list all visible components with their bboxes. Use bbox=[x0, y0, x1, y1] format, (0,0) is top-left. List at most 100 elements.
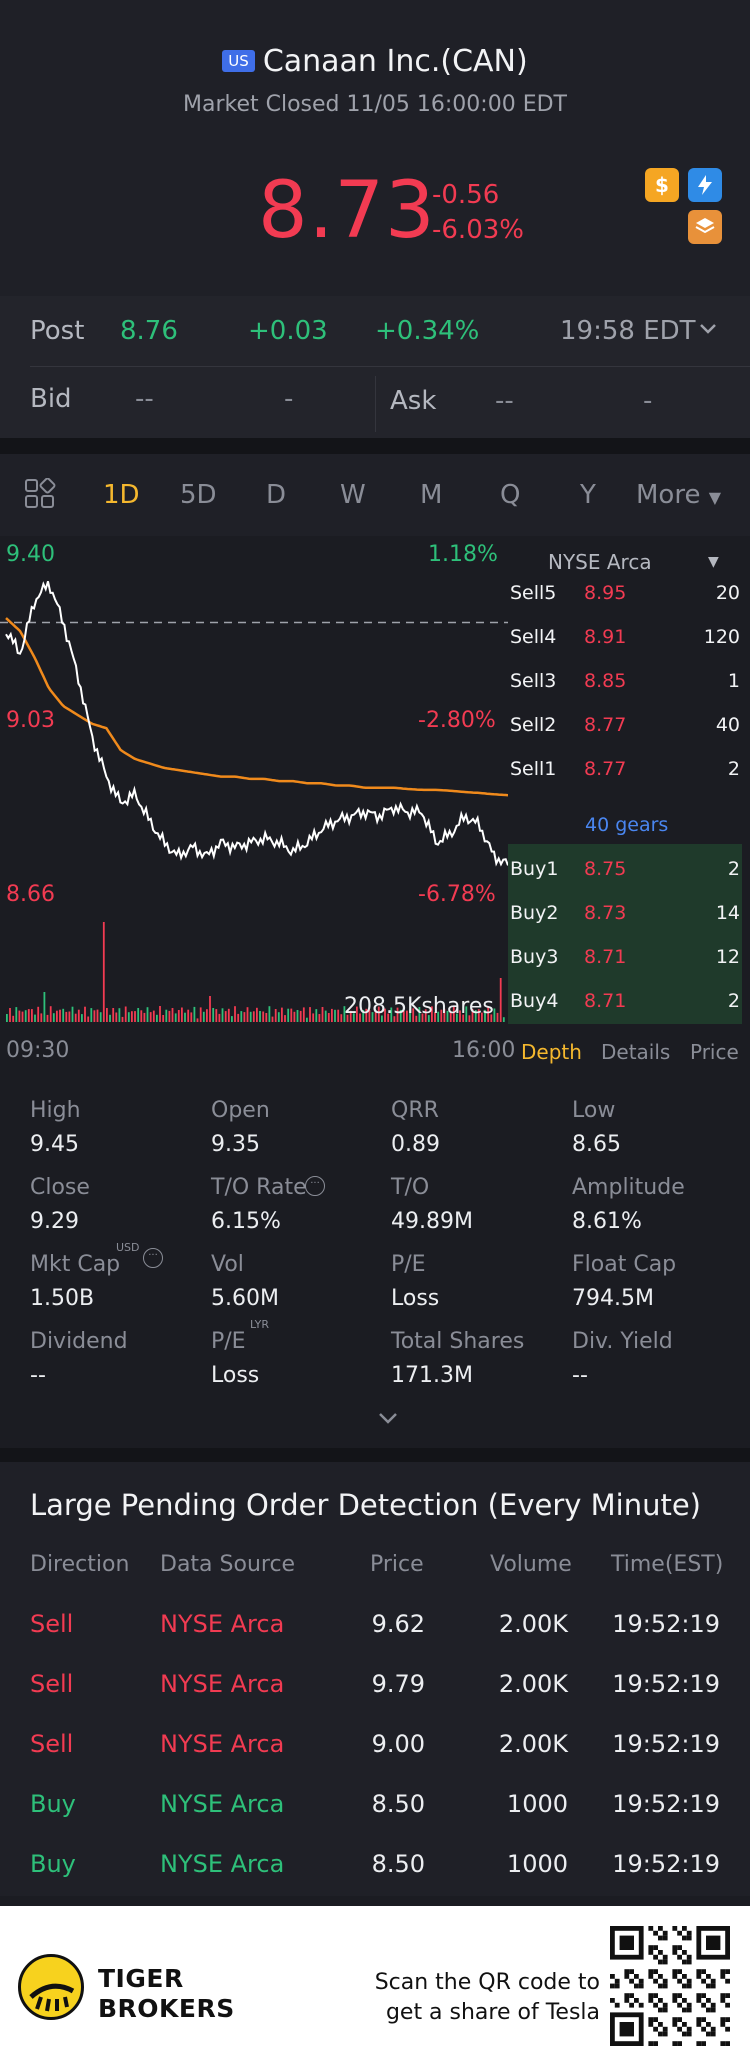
volume-bar bbox=[415, 1015, 418, 1022]
tab-w[interactable]: W bbox=[340, 480, 366, 510]
tab-1d[interactable]: 1D bbox=[103, 480, 140, 510]
qr-module bbox=[720, 2022, 726, 2027]
stat-label-open: Open bbox=[211, 1098, 270, 1123]
volume-bar bbox=[227, 1008, 230, 1022]
stats-grid: High 9.45 Open 9.35 QRR 0.89 Low 8.65 Close 9.29 T… bbox=[0, 1076, 750, 1448]
tab-m[interactable]: M bbox=[420, 480, 443, 510]
volume-bar bbox=[99, 1012, 102, 1022]
volume-bar bbox=[468, 1015, 471, 1022]
volume-bar bbox=[384, 1008, 386, 1022]
volume-bar bbox=[377, 1006, 380, 1022]
qr-module bbox=[706, 2031, 711, 2037]
sell-label: Sell1 bbox=[510, 758, 557, 780]
qr-module bbox=[662, 1930, 668, 1936]
volume-bar bbox=[471, 1008, 474, 1022]
qr-module bbox=[662, 2002, 668, 2008]
sell-row: Sell1 8.77 2 bbox=[510, 748, 742, 792]
volume-bar bbox=[202, 1011, 205, 1022]
sell-price: 8.77 bbox=[584, 714, 627, 736]
tab-details[interactable]: Details bbox=[601, 1040, 671, 1064]
qr-module bbox=[658, 1983, 663, 1989]
qr-module bbox=[653, 1978, 658, 1984]
order-row: Sell NYSE Arca 9.62 2.00K 19:52:19 bbox=[0, 1610, 750, 1650]
volume-bar bbox=[427, 1015, 430, 1022]
stat-label-pe: P/E bbox=[391, 1252, 426, 1277]
volume-bar bbox=[493, 1008, 496, 1022]
sell-price: 8.77 bbox=[584, 758, 627, 780]
volume-bar bbox=[140, 1010, 143, 1022]
qr-module bbox=[720, 1969, 726, 1974]
gears-link[interactable]: 40 gears bbox=[585, 814, 669, 836]
buy-qty: 2 bbox=[727, 858, 740, 880]
order-direction: Buy bbox=[30, 1790, 76, 1818]
buy-row: Buy3 8.71 12 bbox=[510, 936, 742, 980]
chevron-down-icon[interactable] bbox=[697, 318, 719, 344]
qr-module bbox=[653, 2002, 658, 2008]
qr-module bbox=[706, 1983, 711, 1989]
qr-module bbox=[653, 2026, 658, 2032]
volume-bar bbox=[465, 1006, 468, 1022]
info-icon[interactable]: ··· bbox=[143, 1248, 163, 1268]
qr-module bbox=[610, 1983, 615, 1989]
order-volume: 1000 bbox=[506, 1850, 568, 1878]
qr-module bbox=[682, 2031, 687, 2037]
volume-bar bbox=[431, 1006, 433, 1022]
order-source: NYSE Arca bbox=[160, 1850, 285, 1878]
qr-module bbox=[658, 2022, 663, 2027]
qr-module bbox=[720, 1998, 726, 2003]
sell-row: Sell3 8.85 1 bbox=[510, 660, 742, 704]
qr-module bbox=[638, 2002, 644, 2008]
tab-d[interactable]: D bbox=[266, 480, 287, 510]
volume-bar bbox=[9, 1008, 11, 1022]
section-gap bbox=[0, 438, 750, 454]
qr-module bbox=[672, 2041, 678, 2046]
grid-layout-icon[interactable] bbox=[24, 477, 56, 514]
volume-bar bbox=[362, 1010, 365, 1022]
tab-5d[interactable]: 5D bbox=[180, 480, 217, 510]
volume-bar bbox=[490, 1014, 493, 1022]
post-change: +0.03 bbox=[248, 316, 328, 346]
buy-price: 8.75 bbox=[584, 858, 627, 880]
qr-module bbox=[638, 1978, 644, 1984]
stock-title: US Canaan Inc.(CAN) bbox=[0, 44, 750, 79]
qr-module bbox=[658, 2007, 663, 2013]
expand-chevron-icon[interactable] bbox=[377, 1410, 399, 1430]
stat-value-open: 9.35 bbox=[211, 1132, 260, 1157]
tab-y[interactable]: Y bbox=[580, 480, 596, 510]
qr-module bbox=[686, 2007, 692, 2013]
caret-down-icon[interactable]: ▼ bbox=[708, 554, 719, 570]
exchange-select[interactable]: NYSE Arca bbox=[548, 550, 652, 574]
volume-bar bbox=[115, 1012, 118, 1022]
info-icon[interactable]: ··· bbox=[305, 1176, 325, 1196]
dollar-icon[interactable]: $ bbox=[645, 168, 679, 202]
qr-module bbox=[686, 2026, 692, 2032]
volume-bar bbox=[218, 1013, 221, 1022]
exchange-label: NYSE Arca bbox=[548, 550, 652, 574]
qr-module bbox=[677, 2017, 682, 2022]
qr-module bbox=[725, 1969, 730, 1974]
qr-module bbox=[653, 1993, 658, 1998]
stat-label-to: T/O bbox=[391, 1175, 430, 1200]
qr-module bbox=[686, 1930, 692, 1936]
volume-bar bbox=[299, 1010, 302, 1022]
flash-icon[interactable] bbox=[688, 168, 722, 202]
tab-depth[interactable]: Depth bbox=[521, 1040, 582, 1064]
qr-module bbox=[686, 2002, 692, 2008]
volume-bar bbox=[449, 1012, 452, 1022]
quote-header: US Canaan Inc.(CAN) Market Closed 11/05 1… bbox=[0, 0, 750, 296]
order-volume: 2.00K bbox=[498, 1610, 568, 1638]
qr-module bbox=[653, 1945, 658, 1950]
volume-bar bbox=[15, 1007, 18, 1022]
volume-bar bbox=[159, 1006, 161, 1022]
tab-q[interactable]: Q bbox=[500, 480, 521, 510]
qr-module bbox=[672, 1969, 678, 1974]
price-chart[interactable] bbox=[0, 536, 508, 1036]
layers-icon[interactable] bbox=[688, 210, 722, 244]
tab-price[interactable]: Price bbox=[690, 1040, 739, 1064]
order-direction: Sell bbox=[30, 1610, 74, 1638]
tab-more[interactable]: More ▼ bbox=[636, 480, 721, 510]
order-price: 8.50 bbox=[371, 1850, 425, 1878]
post-market-panel: Post 8.76 +0.03 +0.34% 19:58 EDT Bid -- … bbox=[0, 296, 750, 438]
qr-module bbox=[610, 1998, 615, 2003]
qr-module bbox=[701, 2041, 706, 2046]
